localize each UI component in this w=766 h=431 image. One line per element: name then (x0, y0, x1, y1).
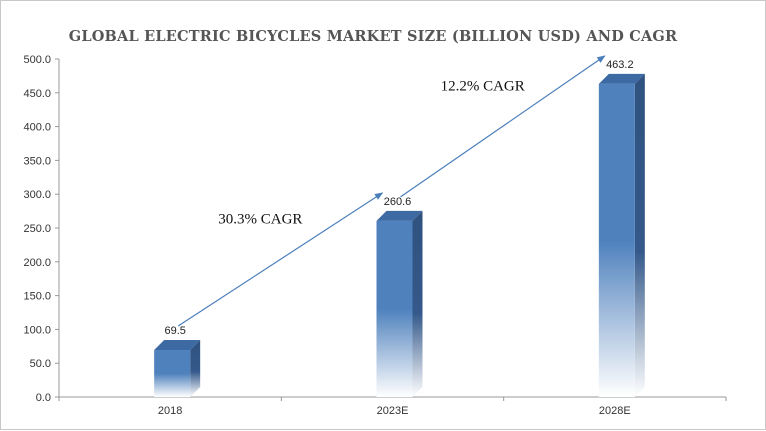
bar-front (376, 220, 413, 397)
x-tick-label: 2023E (377, 405, 409, 417)
cagr-arrow (400, 55, 606, 198)
y-tick-label: 150.0 (23, 291, 51, 303)
bar-2018 (154, 340, 201, 397)
cagr-label: 12.2% CAGR (441, 78, 525, 94)
cagr-annotations: 30.3% CAGR 12.2% CAGR (177, 55, 606, 327)
bar-side (634, 73, 645, 397)
x-axis-ticks: 2018 2023E 2028E (158, 405, 631, 417)
bars (154, 73, 645, 397)
bar-top (376, 210, 423, 221)
data-label: 69.5 (164, 325, 185, 337)
data-label: 463.2 (606, 59, 634, 71)
data-label: 260.6 (384, 196, 412, 208)
y-tick-label: 250.0 (23, 223, 51, 235)
bar-side (190, 340, 201, 397)
y-tick-label: 300.0 (23, 189, 51, 201)
cagr-label: 30.3% CAGR (218, 211, 302, 227)
y-tick-label: 0.0 (36, 392, 51, 404)
x-tick-label: 2018 (158, 405, 182, 417)
bar-side (412, 210, 423, 397)
chart-title: GLOBAL ELECTRIC BICYCLES MARKET SIZE (BI… (69, 28, 678, 45)
data-labels: 69.5 260.6 463.2 (164, 59, 633, 337)
y-tick-label: 100.0 (23, 324, 51, 336)
bar-2023E (376, 210, 423, 397)
bar-top (598, 73, 645, 84)
y-tick-label: 200.0 (23, 257, 51, 269)
bar-front (598, 83, 635, 397)
bar-2028E (598, 73, 645, 397)
x-tick-label: 2028E (599, 405, 631, 417)
y-tick-label: 450.0 (23, 88, 51, 100)
y-tick-label: 50.0 (30, 358, 51, 370)
y-tick-label: 350.0 (23, 155, 51, 167)
bar-front (154, 350, 191, 397)
y-tick-label: 500.0 (23, 54, 51, 66)
y-axis-ticks: 0.0 50.0 100.0 150.0 200.0 250.0 300.0 350.0 400… (23, 54, 59, 404)
cagr-arrow (177, 192, 384, 327)
bar-top (154, 340, 201, 351)
y-tick-label: 400.0 (23, 122, 51, 134)
